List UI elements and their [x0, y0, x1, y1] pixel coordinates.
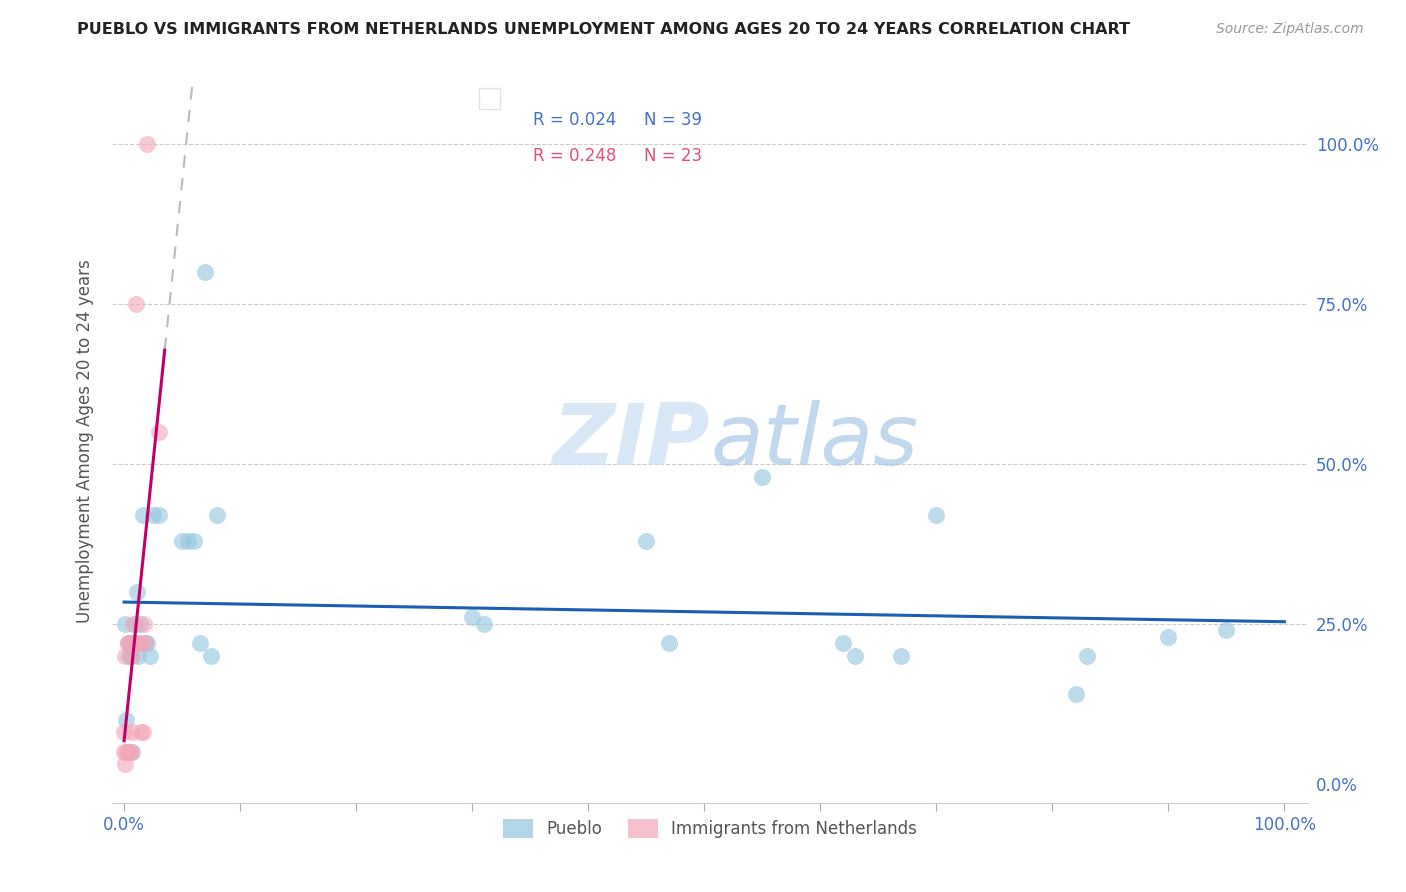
Point	[112, 725, 135, 739]
Text: R = 0.024: R = 0.024	[533, 111, 616, 129]
Point	[112, 745, 135, 759]
Point	[751, 469, 773, 483]
Point	[461, 610, 484, 624]
Point	[120, 745, 142, 759]
Text: N = 39: N = 39	[644, 111, 703, 129]
Point	[125, 636, 148, 650]
Point	[844, 648, 866, 663]
Point	[117, 636, 139, 650]
Point	[205, 508, 228, 522]
Point	[172, 533, 194, 548]
Point	[472, 616, 495, 631]
Point	[117, 636, 139, 650]
Point	[125, 297, 148, 311]
Point	[124, 616, 146, 631]
Text: atlas: atlas	[710, 400, 918, 483]
Point	[115, 713, 138, 727]
Point	[200, 648, 222, 663]
Point	[131, 725, 153, 739]
Text: R = 0.248: R = 0.248	[533, 147, 616, 165]
Point	[925, 508, 948, 522]
Point	[136, 636, 159, 650]
Point	[194, 265, 217, 279]
Point	[1064, 687, 1087, 701]
Point	[131, 725, 153, 739]
Point	[118, 636, 141, 650]
Text: PUEBLO VS IMMIGRANTS FROM NETHERLANDS UNEMPLOYMENT AMONG AGES 20 TO 24 YEARS COR: PUEBLO VS IMMIGRANTS FROM NETHERLANDS UN…	[77, 22, 1130, 37]
Text: ZIP: ZIP	[553, 400, 710, 483]
Point	[127, 636, 149, 650]
Point	[1076, 648, 1098, 663]
Point	[120, 648, 142, 663]
Point	[114, 757, 136, 772]
Point	[832, 636, 855, 650]
Legend: Pueblo, Immigrants from Netherlands: Pueblo, Immigrants from Netherlands	[496, 813, 924, 845]
Point	[114, 648, 136, 663]
Text: N = 23: N = 23	[644, 147, 703, 165]
Point	[120, 636, 142, 650]
Point	[121, 725, 143, 739]
Point	[1215, 623, 1237, 637]
Point	[183, 533, 205, 548]
Point	[131, 508, 153, 522]
Point	[115, 745, 138, 759]
Point	[177, 533, 200, 548]
Point	[148, 508, 170, 522]
Point	[138, 648, 160, 663]
Point	[118, 745, 141, 759]
Point	[134, 636, 156, 650]
Point	[142, 508, 165, 522]
Point	[114, 616, 136, 631]
Point	[132, 616, 155, 631]
Point	[127, 648, 149, 663]
Point	[118, 648, 141, 663]
Point	[125, 584, 148, 599]
Point	[121, 648, 143, 663]
Point	[121, 745, 143, 759]
Point	[1157, 630, 1180, 644]
Point	[148, 425, 170, 439]
Point	[136, 137, 159, 152]
Point	[129, 616, 152, 631]
Point	[117, 745, 139, 759]
Point	[134, 636, 156, 650]
Point	[122, 636, 145, 650]
Point	[188, 636, 211, 650]
Point	[890, 648, 912, 663]
Text: Source: ZipAtlas.com: Source: ZipAtlas.com	[1216, 22, 1364, 37]
Point	[658, 636, 681, 650]
Point	[129, 636, 152, 650]
Point	[118, 636, 141, 650]
Point	[636, 533, 658, 548]
Y-axis label: Unemployment Among Ages 20 to 24 years: Unemployment Among Ages 20 to 24 years	[76, 260, 94, 624]
Point	[122, 616, 145, 631]
